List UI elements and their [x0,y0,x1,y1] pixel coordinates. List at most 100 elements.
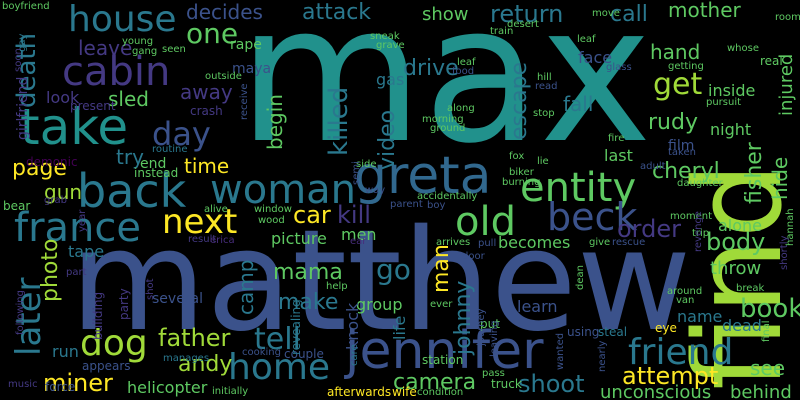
word-young: young [122,36,154,47]
word-wanted: wanted [555,332,566,370]
word-night: night [710,120,752,139]
word-window: window [254,204,292,215]
word-semi: semi [351,161,362,185]
word-hill: hill [537,72,552,83]
word-revealing: revealing [289,299,303,355]
word-attack: attack [302,0,372,25]
word-crash: crash [190,104,223,118]
word-escape: escape [507,61,532,140]
word-film: film [668,138,695,154]
word-woman: woman [210,167,357,213]
word-demonic: demonic [26,155,78,169]
word-beck: beck [547,195,638,239]
word-boy: boy [427,200,446,211]
word-seen: seen [162,44,186,55]
word-friend: friend [628,332,734,373]
word-tell: tell [254,322,301,357]
word-miner: miner [43,369,113,397]
word-behind: behind [730,382,792,400]
word-initially: initially [212,386,249,397]
word-year: year [77,209,88,232]
word-biker: biker [509,167,534,178]
word-return: return [490,0,564,28]
word-help: help [326,281,348,292]
word-food: food [452,66,475,77]
word-sled: sled [108,87,149,111]
word-house: house [68,0,177,40]
word-eye: eye [655,321,677,335]
word-page: page [12,156,67,181]
word-leaf: leaf [457,57,476,68]
word-jennifer: jennifer [345,321,544,381]
word-dean: dean [575,265,586,290]
word-revenge: revenge [693,211,704,252]
word-throw: throw [710,258,762,279]
word-condition: condition [417,387,464,398]
word-life: life [390,315,409,340]
word-dog: dog [80,323,148,364]
word-take: take [20,98,129,156]
word-moment: moment [670,211,713,222]
word-care: care [349,344,360,366]
word-rape: rape [230,37,262,53]
word-rudy: rudy [648,110,698,135]
word-glass: glass [606,62,632,73]
word-gun: gun [44,180,83,204]
word-run: run [52,342,79,361]
word-last: last [604,146,633,165]
word-parent: parent [390,199,423,210]
word-move: move [592,8,620,19]
word-tape: tape [68,242,105,261]
word-inside: inside [708,81,756,100]
word-morning: morning [422,114,464,125]
word-mama: mama [273,260,343,285]
word-maya: maya [232,61,272,77]
word-lie: lie [537,156,549,167]
word-see: see [750,356,786,380]
word-routine: routine [152,144,188,155]
word-fisher: fisher [742,142,767,204]
word-several: several [152,291,204,307]
word-man: man [429,244,454,293]
word-using: using [567,325,600,339]
word-cheryl: cheryl [652,159,720,184]
word-wife: wife [392,385,417,399]
word-hannah: hannah [785,208,796,246]
word-part: part [66,267,87,278]
word-around: around [667,286,703,297]
word-outside: outside [205,71,242,82]
word-desert: desert [507,19,539,30]
word-couple: couple [284,347,324,361]
word-fire: fire [608,133,625,144]
word-door: door [462,251,485,262]
word-decides: decides [186,0,263,24]
word-order: order [617,215,681,243]
word-cabin: cabin [62,49,171,95]
word-party: party [117,288,131,320]
word-killed: killed [324,86,354,156]
word-room: room [775,12,800,23]
word-receive: receive [239,83,250,120]
word-present: present [70,99,116,113]
word-appears: appears [82,359,131,373]
word-show: show [422,4,469,25]
word-music: music [8,379,38,390]
word-force: force [45,380,76,394]
word-call: call [610,2,648,27]
word-arrives: arrives [436,237,471,248]
word-pursuit: pursuit [706,97,742,108]
word-way: way [365,185,386,196]
word-alive: alive [204,204,228,215]
word-entity: entity [520,165,637,211]
word-greta: greta [354,146,492,206]
word-side: side [356,159,377,170]
word-ground: ground [430,123,466,134]
word-make: make [278,290,339,315]
word-manages: manages [163,353,210,364]
word-gas: gas [376,70,405,89]
word-gang: gang [132,46,158,57]
word-get: get [653,67,703,102]
word-picture: picture [271,229,327,248]
word-matthew: matthew [70,200,692,363]
word-learn: learn [517,297,558,316]
